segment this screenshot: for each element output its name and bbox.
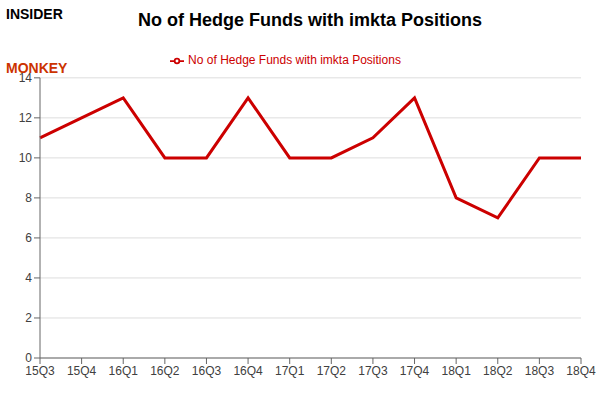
svg-text:4: 4 (25, 271, 32, 285)
svg-text:8: 8 (25, 191, 32, 205)
svg-text:16Q1: 16Q1 (109, 364, 139, 378)
svg-text:16Q2: 16Q2 (150, 364, 180, 378)
svg-text:12: 12 (19, 111, 33, 125)
svg-text:17Q3: 17Q3 (358, 364, 388, 378)
svg-text:0: 0 (25, 351, 32, 365)
svg-text:6: 6 (25, 231, 32, 245)
svg-text:17Q4: 17Q4 (400, 364, 430, 378)
svg-text:18Q3: 18Q3 (525, 364, 555, 378)
svg-text:10: 10 (19, 151, 33, 165)
svg-text:17Q2: 17Q2 (317, 364, 347, 378)
svg-text:2: 2 (25, 311, 32, 325)
svg-text:16Q3: 16Q3 (192, 364, 222, 378)
svg-text:18Q1: 18Q1 (441, 364, 471, 378)
svg-text:15Q4: 15Q4 (67, 364, 97, 378)
svg-text:17Q1: 17Q1 (275, 364, 305, 378)
svg-text:18Q2: 18Q2 (483, 364, 513, 378)
svg-text:15Q3: 15Q3 (25, 364, 55, 378)
svg-text:18Q4: 18Q4 (566, 364, 593, 378)
svg-text:14: 14 (19, 71, 33, 85)
svg-text:16Q4: 16Q4 (233, 364, 263, 378)
